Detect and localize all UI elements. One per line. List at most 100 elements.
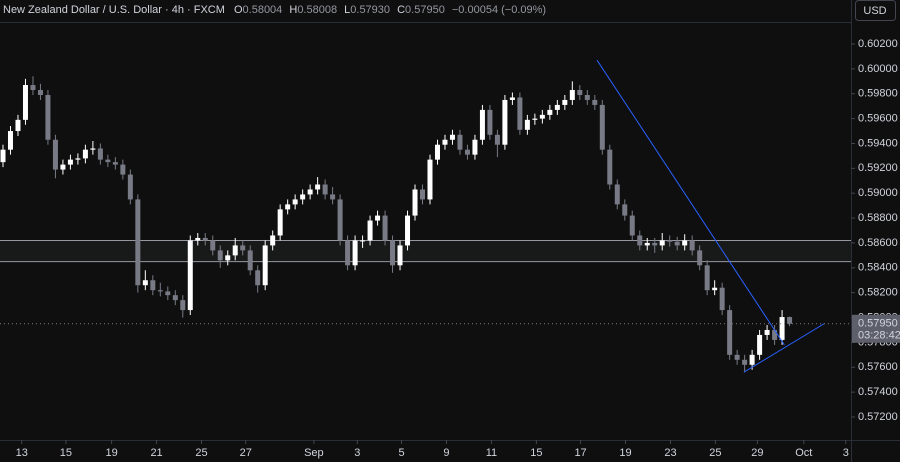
candle-body bbox=[674, 241, 680, 246]
y-tick-label: 0.58800 bbox=[858, 212, 898, 224]
candle-body bbox=[225, 255, 231, 261]
candle-body bbox=[127, 174, 133, 200]
y-tick-label: 0.57400 bbox=[858, 386, 898, 398]
header: New Zealand Dollar / U.S. Dollar · 4h · … bbox=[3, 4, 546, 16]
candle-body bbox=[622, 204, 628, 216]
candle-body bbox=[382, 215, 388, 241]
x-tick-label: 25 bbox=[195, 447, 207, 459]
last-price-box bbox=[852, 314, 900, 343]
candle-body bbox=[592, 99, 598, 105]
candle-body bbox=[300, 194, 306, 200]
candle-body bbox=[367, 220, 373, 241]
candle-body bbox=[0, 149, 6, 163]
candle-body bbox=[330, 194, 336, 200]
candle-body bbox=[180, 300, 186, 311]
candle-body bbox=[60, 164, 66, 170]
candle-body bbox=[614, 184, 620, 205]
candle-body bbox=[607, 149, 613, 185]
ohlc-label: H bbox=[289, 4, 297, 16]
candle-body bbox=[360, 240, 366, 242]
candle-body bbox=[554, 104, 560, 110]
candle-body bbox=[659, 240, 665, 246]
candle-body bbox=[449, 134, 455, 140]
candle-body bbox=[142, 280, 148, 286]
currency[interactable]: USD bbox=[863, 5, 886, 17]
candle-body bbox=[652, 242, 658, 246]
candle-body bbox=[22, 85, 28, 120]
candle-body bbox=[405, 215, 411, 246]
candle-body bbox=[562, 99, 568, 105]
x-tick-label: 11 bbox=[486, 447, 497, 459]
candle-body bbox=[375, 215, 381, 221]
candle-body bbox=[464, 149, 470, 155]
candle-body bbox=[37, 90, 43, 95]
candle-body bbox=[172, 295, 178, 301]
candle-body bbox=[277, 209, 283, 236]
ohlc-label: O bbox=[234, 4, 243, 16]
y-tick-label: 0.57200 bbox=[858, 411, 898, 423]
y-tick-label: 0.59800 bbox=[858, 88, 898, 100]
x-tick-label: 25 bbox=[709, 447, 721, 459]
candle-body bbox=[637, 235, 643, 246]
y-tick-label: 0.60000 bbox=[858, 63, 898, 75]
candle-body bbox=[165, 291, 171, 296]
y-tick-label: 0.58200 bbox=[858, 287, 898, 299]
candle-body bbox=[292, 199, 298, 205]
x-tick-label: 29 bbox=[751, 447, 763, 459]
candle-body bbox=[667, 240, 673, 242]
candle-body bbox=[397, 245, 403, 266]
candle-body bbox=[232, 245, 238, 256]
candle-body bbox=[577, 90, 583, 95]
candle-body bbox=[187, 240, 193, 311]
candle-body bbox=[247, 250, 253, 271]
candle-body bbox=[442, 139, 448, 145]
candle-body bbox=[494, 134, 500, 145]
x-tick-label: 9 bbox=[443, 447, 449, 459]
candle-body bbox=[322, 184, 328, 195]
y-tick-label: 0.59600 bbox=[858, 113, 898, 125]
candle-body bbox=[307, 189, 313, 195]
candle-body bbox=[772, 329, 778, 340]
currency-box[interactable] bbox=[855, 0, 896, 21]
ohlc-label: L bbox=[344, 4, 350, 16]
candle-body bbox=[712, 287, 718, 291]
candle-body bbox=[150, 280, 156, 291]
candle-body bbox=[779, 317, 785, 340]
candle-body bbox=[727, 310, 733, 355]
candle-body bbox=[285, 204, 291, 210]
last-price-label: 0.57950 bbox=[858, 318, 898, 330]
x-tick-label: 15 bbox=[60, 447, 72, 459]
candle-body bbox=[105, 159, 111, 163]
candle-body bbox=[97, 148, 103, 160]
candle-body bbox=[45, 94, 51, 140]
chart-title: New Zealand Dollar / U.S. Dollar · 4h · … bbox=[3, 4, 225, 16]
candle-body bbox=[757, 334, 763, 355]
candle-body bbox=[195, 237, 201, 241]
candle-body bbox=[539, 114, 545, 119]
x-tick-label: 17 bbox=[574, 447, 586, 459]
x-tick-label: 23 bbox=[664, 447, 676, 459]
y-tick-label: 0.59400 bbox=[858, 137, 898, 149]
candle-body bbox=[457, 134, 463, 150]
x-tick-label: 5 bbox=[398, 447, 404, 459]
candle-body bbox=[15, 119, 21, 132]
candle-body bbox=[420, 189, 426, 200]
candle-body bbox=[532, 118, 538, 120]
candle-body bbox=[629, 215, 635, 236]
candle-body bbox=[517, 97, 523, 130]
candle-body bbox=[427, 159, 433, 200]
candle-body bbox=[487, 109, 493, 135]
candle-body bbox=[584, 94, 590, 100]
candle-body bbox=[734, 354, 740, 360]
candle-body bbox=[7, 131, 13, 150]
candle-body bbox=[547, 109, 553, 115]
candle-body bbox=[75, 158, 81, 160]
x-tick-label: 3 bbox=[354, 447, 360, 459]
candle-body bbox=[240, 245, 246, 251]
countdown: 03:28:42 bbox=[858, 330, 900, 342]
candle-body bbox=[390, 240, 396, 266]
candle-body bbox=[157, 290, 163, 292]
x-tick-label: Oct bbox=[795, 447, 812, 459]
